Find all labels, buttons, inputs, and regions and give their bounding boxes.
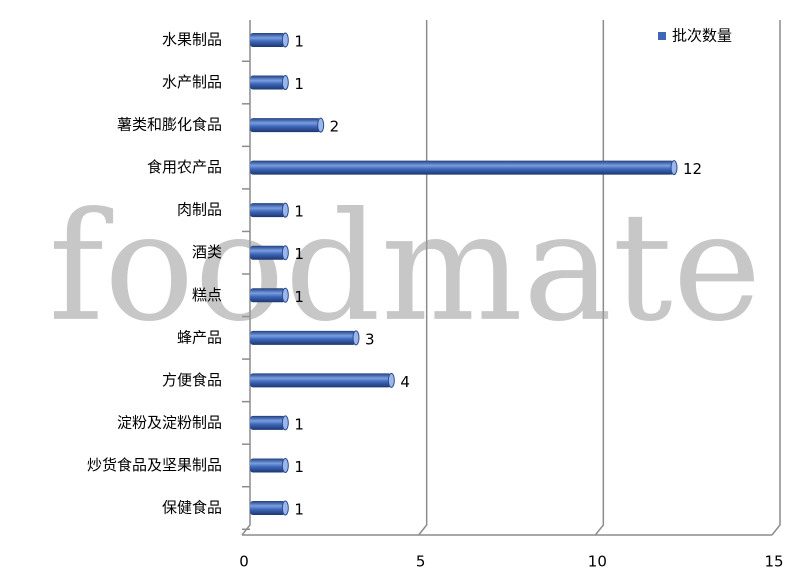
bar — [250, 118, 321, 133]
data-label: 1 — [294, 75, 304, 93]
y-tick-label: 薯类和膨化食品 — [117, 116, 222, 134]
y-tick-label: 蜂产品 — [177, 328, 222, 346]
bar — [250, 203, 286, 218]
x-tick-label: 15 — [764, 553, 783, 571]
legend-swatch — [658, 32, 666, 40]
bar — [250, 75, 286, 90]
bar-cap — [281, 500, 289, 516]
data-label: 2 — [330, 118, 340, 136]
watermark: foodmate — [49, 181, 762, 355]
bar — [250, 160, 674, 175]
data-label: 1 — [294, 458, 304, 476]
data-label: 3 — [365, 330, 375, 348]
data-label: 1 — [294, 415, 304, 433]
bar — [250, 330, 356, 345]
bar-cap — [281, 202, 289, 218]
data-label: 1 — [294, 33, 304, 51]
data-label: 1 — [294, 501, 304, 519]
bar — [250, 373, 392, 388]
grid-line — [771, 20, 781, 536]
x-tick-label: 5 — [416, 553, 426, 571]
bar-cap — [387, 372, 395, 388]
y-tick-label: 肉制品 — [177, 201, 222, 219]
bar — [250, 33, 286, 47]
y-tick-label: 食用农产品 — [147, 158, 222, 176]
bar — [250, 288, 286, 303]
data-label: 1 — [294, 245, 304, 263]
grid-line — [418, 20, 428, 536]
y-tick-label: 水果制品 — [162, 31, 222, 49]
y-tick-label: 糕点 — [192, 286, 222, 304]
data-label: 4 — [400, 373, 410, 391]
y-tick-label: 保健食品 — [162, 499, 222, 517]
legend-label: 批次数量 — [672, 27, 732, 45]
bar-cap — [317, 117, 325, 133]
x-tick-label: 0 — [239, 553, 249, 571]
data-label: 1 — [294, 288, 304, 306]
bar — [250, 415, 286, 430]
bar — [250, 245, 286, 260]
bar-cap — [281, 287, 289, 303]
bar — [250, 458, 286, 473]
bar-cap — [281, 75, 289, 91]
y-tick-label: 淀粉及淀粉制品 — [117, 413, 222, 431]
bar-cap — [281, 245, 289, 261]
x-tick-label: 10 — [588, 553, 607, 571]
data-label: 1 — [294, 203, 304, 221]
data-label: 12 — [683, 160, 702, 178]
grid-line — [594, 20, 605, 536]
y-tick-label: 方便食品 — [162, 371, 222, 389]
y-tick-label: 水产制品 — [162, 73, 222, 91]
y-tick-label: 炒货食品及坚果制品 — [87, 456, 222, 474]
bar-cap — [281, 415, 289, 431]
bar-cap — [352, 330, 360, 346]
bar-cap — [670, 160, 678, 176]
y-tick-label: 酒类 — [192, 243, 222, 261]
bar-cap — [281, 32, 289, 48]
bar — [250, 501, 286, 515]
bar-cap — [281, 457, 289, 473]
